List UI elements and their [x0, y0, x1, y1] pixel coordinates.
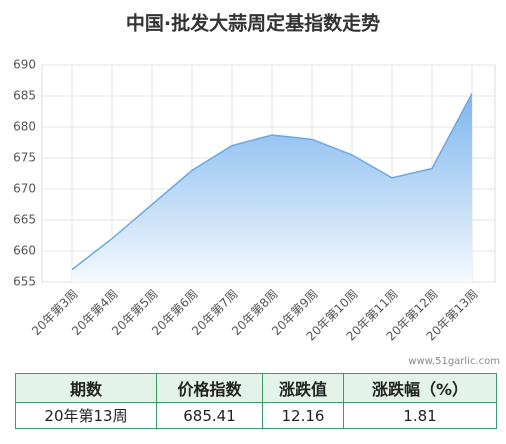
table-row: 20年第13周 685.41 12.16 1.81: [15, 402, 497, 429]
watermark: www.51garlic.com: [408, 356, 500, 367]
cell: 12.16: [262, 402, 344, 429]
y-tick-label: 670: [13, 182, 36, 196]
y-tick-label: 675: [13, 151, 36, 165]
cell: 685.41: [156, 402, 263, 429]
y-tick-label: 685: [13, 89, 36, 103]
y-tick-label: 665: [13, 213, 36, 227]
chart-title: 中国·批发大蒜周定基指数走势: [126, 12, 380, 35]
line: [71, 93, 473, 271]
summary-table: 期数 价格指数 涨跌值 涨跌幅（%） 20年第13周 685.41 12.16 …: [15, 373, 497, 429]
header-cell: 涨跌幅（%）: [343, 373, 497, 403]
header-cell: 价格指数: [156, 373, 263, 403]
cell: 1.81: [343, 402, 497, 429]
table-header: 期数 价格指数 涨跌值 涨跌幅（%）: [15, 373, 497, 403]
header-cell: 涨跌值: [262, 373, 344, 403]
header-cell: 期数: [15, 373, 157, 403]
cell: 20年第13周: [15, 402, 157, 429]
y-tick-label: 680: [13, 120, 36, 134]
y-tick-label: 660: [13, 244, 36, 258]
area: [72, 93, 472, 282]
y-tick-label: 690: [13, 58, 36, 72]
y-tick-label: 655: [13, 275, 36, 289]
chart: 中国·批发大蒜周定基指数走势 www.51garlic.com 655 660 66…: [13, 12, 500, 368]
